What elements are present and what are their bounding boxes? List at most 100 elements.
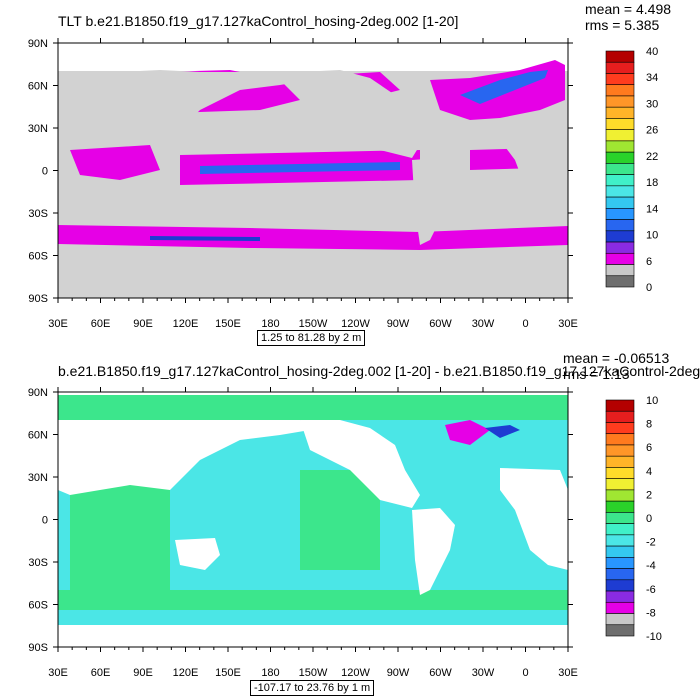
colorbar-cell <box>605 523 635 536</box>
colorbar-cell <box>605 174 635 187</box>
panel2-north-atlantic-anom <box>445 420 490 445</box>
panel2-title: b.e21.B1850.f19_g17.127kaControl_hosing-… <box>58 363 700 379</box>
y-tick-label: 90S <box>28 642 48 654</box>
colorbar-label: -4 <box>646 560 656 572</box>
colorbar-cell <box>605 568 635 581</box>
x-tick-label: 30W <box>472 318 495 330</box>
x-tick-label: 90E <box>133 318 153 330</box>
x-tick-label: 60W <box>429 318 452 330</box>
panel1-arctic-missing <box>58 43 568 71</box>
panel2-africa <box>500 468 568 570</box>
x-tick-label: 90W <box>387 667 410 679</box>
colorbar-cell <box>605 264 635 277</box>
colorbar-label: 8 <box>646 419 652 431</box>
panel2-ocean-south <box>58 590 568 610</box>
colorbar-cell <box>605 252 635 265</box>
x-tick-label: 30E <box>558 318 578 330</box>
colorbar-cell <box>605 545 635 558</box>
colorbar-label: 26 <box>646 125 658 137</box>
x-tick-label: 120W <box>341 318 370 330</box>
panel2-range-box: -107.17 to 23.76 by 1 m <box>250 680 375 696</box>
x-tick-label: 90E <box>133 667 153 679</box>
panel1-eurasia <box>58 70 310 145</box>
colorbar-cell <box>605 129 635 142</box>
colorbar-cell <box>605 579 635 592</box>
panel2-north-america <box>300 420 420 508</box>
panel1-south-america <box>412 158 455 245</box>
colorbar-label: 30 <box>646 98 658 110</box>
colorbar-cell <box>605 196 635 209</box>
panel2-australia <box>175 538 220 570</box>
colorbar-label: 2 <box>646 489 652 501</box>
colorbar-label: 6 <box>646 442 652 454</box>
y-tick-label: 90N <box>28 38 48 50</box>
x-tick-label: 60E <box>91 667 111 679</box>
colorbar-cell <box>605 241 635 254</box>
x-tick-label: 150E <box>215 318 241 330</box>
panel2-rms: rms = 1.13 <box>563 366 630 382</box>
panel1-australia <box>175 188 220 220</box>
colorbar-label: 6 <box>646 256 652 268</box>
colorbar-cell <box>605 422 635 435</box>
x-tick-label: 120E <box>173 667 199 679</box>
x-tick-label: 30W <box>472 667 495 679</box>
colorbar-cell <box>605 613 635 626</box>
colorbar-label: 4 <box>646 466 652 478</box>
colorbar-label: 40 <box>646 46 658 58</box>
y-tick-label: 60N <box>28 430 48 442</box>
x-tick-label: 150W <box>299 667 328 679</box>
y-tick-label: 60N <box>28 81 48 93</box>
panel1-map <box>58 43 568 298</box>
y-tick-label: 30S <box>28 557 48 569</box>
panel1-title: TLT b.e21.B1850.f19_g17.127kaControl_hos… <box>58 13 459 29</box>
colorbar-label: -6 <box>646 584 656 596</box>
panel2-south-america <box>412 508 455 595</box>
panel2-antarctica <box>58 625 568 647</box>
colorbar-label: 10 <box>646 395 658 407</box>
colorbar-cell <box>605 73 635 86</box>
colorbar-cell <box>605 230 635 243</box>
x-tick-label: 30E <box>48 318 68 330</box>
panel1-mean: mean = 4.498 <box>585 1 672 17</box>
x-tick-label: 30E <box>48 667 68 679</box>
panel1-antarctica <box>58 255 568 298</box>
colorbar-cell <box>605 95 635 108</box>
colorbar-cell <box>605 624 635 637</box>
panel1-ticks: 30E 60E 90E 120E 150E 180 150W 120W 90W 60W 30W 0 30… <box>28 38 578 330</box>
colorbar-label: 0 <box>646 513 652 525</box>
panel2-map <box>58 392 568 647</box>
colorbar-cell <box>605 512 635 524</box>
colorbar-cell <box>605 275 635 288</box>
x-tick-label: 120E <box>173 318 199 330</box>
panel1-north-atlantic-front <box>460 70 548 104</box>
y-tick-label: 60S <box>28 600 48 612</box>
colorbar-cell <box>605 467 635 479</box>
x-tick-label: 0 <box>522 667 528 679</box>
x-tick-label: 60W <box>429 667 452 679</box>
colorbar-cell <box>605 590 635 603</box>
panel2-colorbar: 10 8 6 4 2 0 -2 -4 -6 -8 -10 <box>605 395 662 643</box>
y-tick-label: 60S <box>28 251 48 263</box>
x-tick-label: 120W <box>341 667 370 679</box>
panel2-eurasia <box>58 420 310 495</box>
colorbar-label: -2 <box>646 537 656 549</box>
x-tick-label: 90W <box>387 318 410 330</box>
colorbar-label: 14 <box>646 203 658 215</box>
colorbar-cell <box>605 557 635 569</box>
colorbar-cell <box>605 151 635 164</box>
panel1-southern-ocean <box>58 225 568 250</box>
panel2-north-atlantic-anom-edge <box>485 425 520 438</box>
colorbar-cell <box>605 50 635 63</box>
panel1-north-america <box>300 70 420 158</box>
panel2-land <box>58 420 568 647</box>
panel1-africa <box>500 118 568 220</box>
y-tick-label: 30N <box>28 472 48 484</box>
panel1-colorbar: 40 34 30 26 22 18 14 10 6 0 <box>605 46 658 294</box>
colorbar-cell <box>605 84 635 97</box>
panel1-indian-ocean <box>70 145 160 180</box>
colorbar-cell <box>605 534 635 547</box>
colorbar-cell <box>605 478 635 491</box>
panel1-land <box>58 70 568 298</box>
colorbar-cell <box>605 118 635 130</box>
x-tick-label: 30E <box>558 667 578 679</box>
